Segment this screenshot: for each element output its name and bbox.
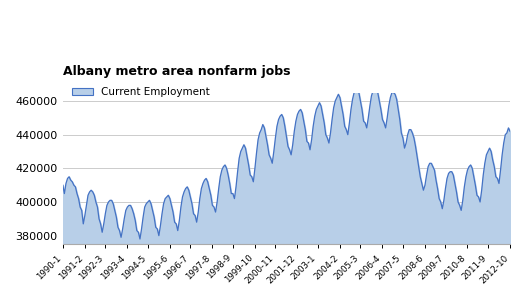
Text: Albany metro area nonfarm jobs: Albany metro area nonfarm jobs (63, 65, 290, 78)
Legend: Current Employment: Current Employment (68, 82, 214, 101)
